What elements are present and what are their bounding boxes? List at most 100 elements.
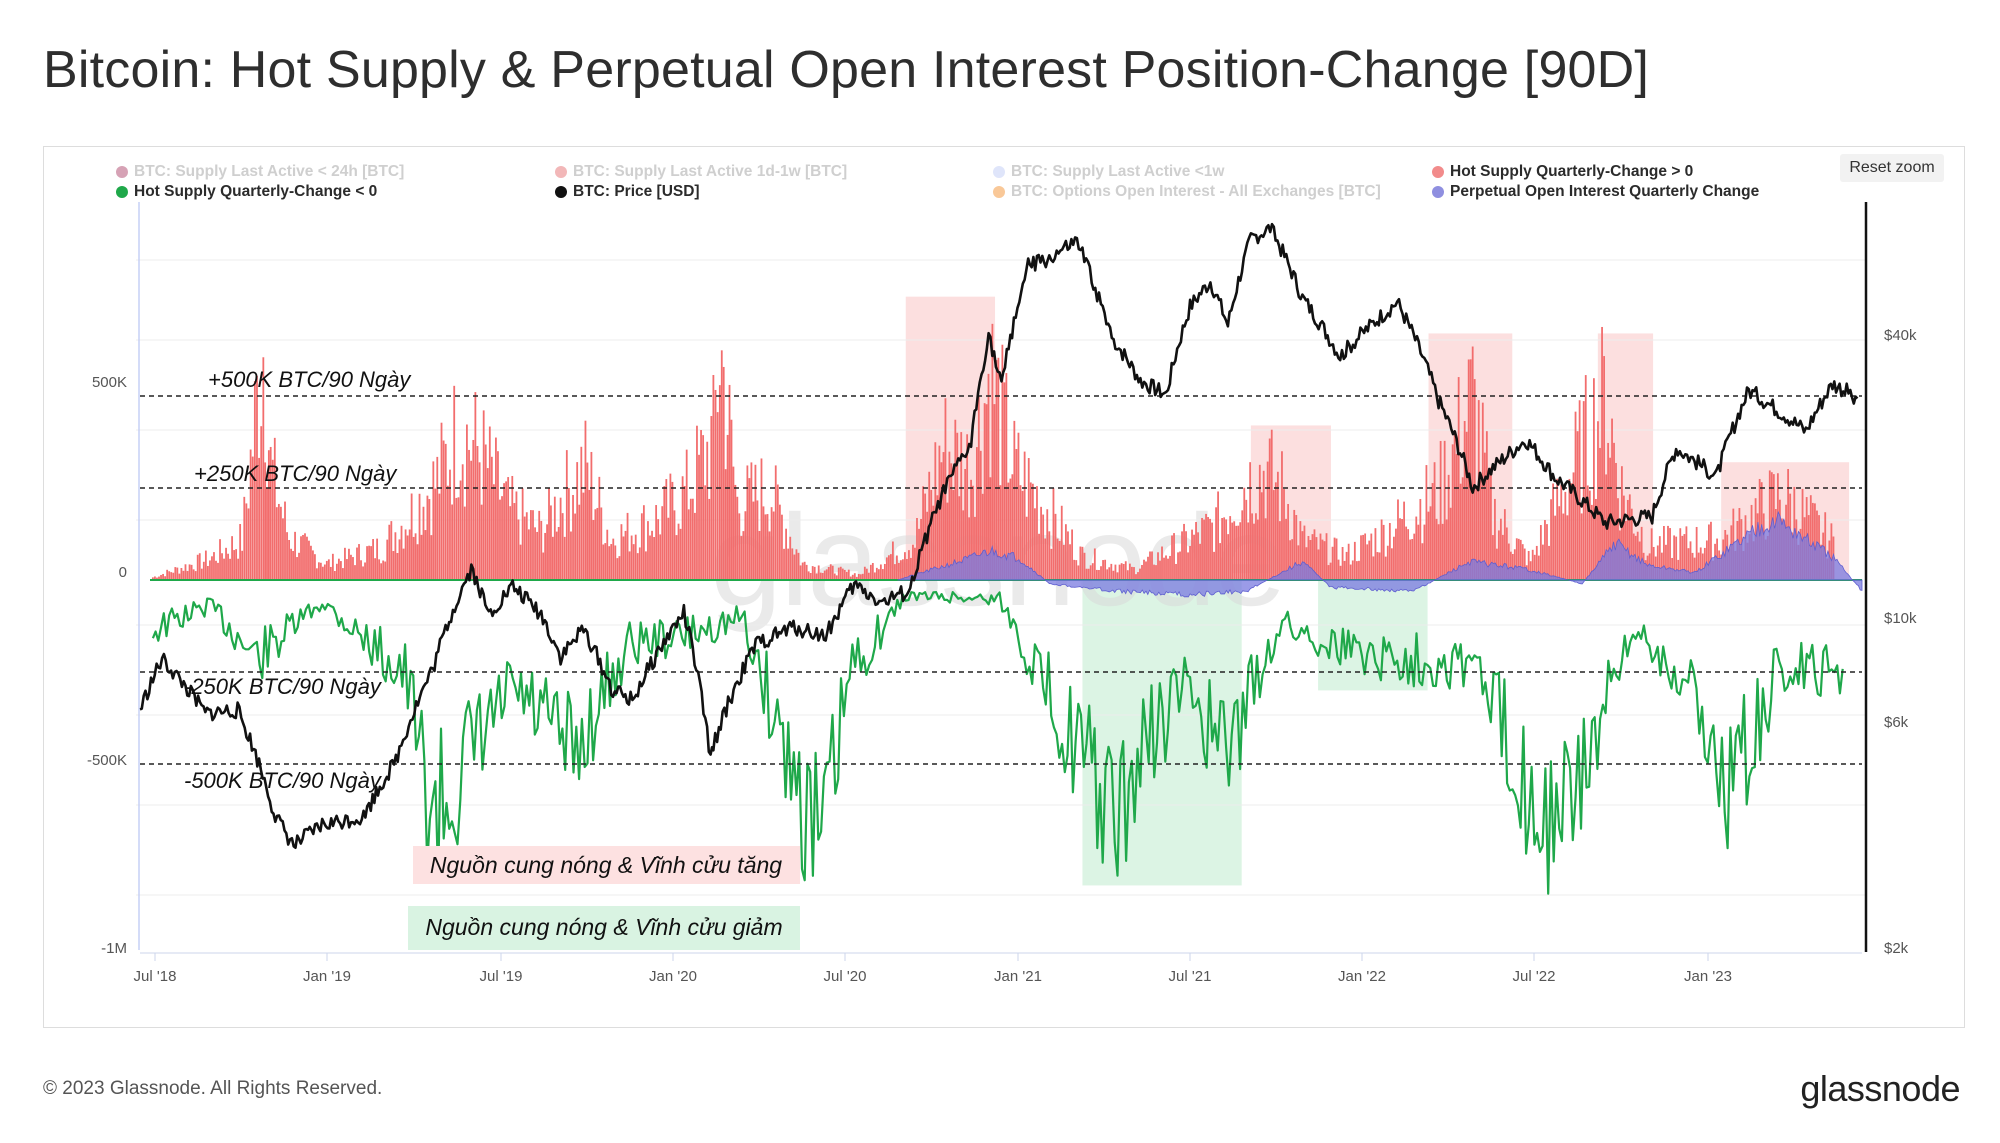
legend-dot bbox=[116, 166, 128, 178]
bar-hot-positive bbox=[1038, 533, 1040, 580]
bar-hot-positive bbox=[681, 476, 684, 580]
legend-item-6[interactable]: BTC: Price [USD] bbox=[555, 183, 700, 201]
bar-hot-positive bbox=[1465, 431, 1468, 580]
legend-item-3[interactable]: BTC: Supply Last Active <1w bbox=[993, 163, 1224, 181]
bar-hot-positive bbox=[655, 505, 658, 580]
left-tick-label: -500K bbox=[87, 752, 127, 769]
bar-hot-positive bbox=[1163, 557, 1165, 580]
bar-hot-positive bbox=[1447, 474, 1450, 580]
bar-hot-positive bbox=[588, 489, 591, 580]
bar-hot-positive bbox=[584, 420, 587, 580]
bar-hot-positive bbox=[446, 485, 449, 580]
bar-hot-positive bbox=[1451, 444, 1454, 580]
copyright-footer: © 2023 Glassnode. All Rights Reserved. bbox=[43, 1078, 383, 1099]
bar-hot-positive bbox=[1397, 499, 1399, 580]
bar-hot-positive bbox=[1343, 560, 1346, 580]
bar-hot-positive bbox=[586, 462, 589, 580]
bar-hot-positive bbox=[835, 575, 838, 580]
bar-hot-positive bbox=[1409, 539, 1412, 580]
legend-label: BTC: Options Open Interest - All Exchang… bbox=[1011, 183, 1381, 200]
bar-hot-positive bbox=[598, 476, 601, 580]
bar-hot-positive bbox=[1479, 477, 1482, 580]
bar-hot-positive bbox=[1108, 567, 1111, 580]
bar-hot-positive bbox=[823, 570, 826, 580]
bar-hot-positive bbox=[900, 560, 902, 580]
bar-hot-positive bbox=[1015, 449, 1018, 580]
bar-hot-positive bbox=[867, 572, 870, 580]
bar-hot-positive bbox=[1548, 545, 1550, 580]
bar-hot-positive bbox=[1603, 356, 1605, 580]
bar-hot-positive bbox=[358, 544, 360, 580]
bar-hot-positive bbox=[503, 483, 505, 580]
bar-hot-positive bbox=[1542, 544, 1544, 580]
bar-hot-positive bbox=[565, 450, 568, 580]
bar-hot-positive bbox=[269, 446, 272, 580]
bar-hot-positive bbox=[847, 569, 850, 580]
legend-item-7[interactable]: BTC: Options Open Interest - All Exchang… bbox=[993, 183, 1381, 201]
bar-hot-positive bbox=[1120, 563, 1123, 580]
bar-hot-positive bbox=[310, 545, 312, 580]
bar-hot-positive bbox=[333, 570, 336, 580]
bar-hot-positive bbox=[466, 424, 468, 580]
bar-hot-positive bbox=[338, 558, 340, 580]
legend-item-4[interactable]: Hot Supply Quarterly-Change > 0 bbox=[1432, 163, 1693, 181]
bar-hot-positive bbox=[861, 573, 864, 580]
bar-hot-positive bbox=[1445, 519, 1448, 580]
legend-item-5[interactable]: Hot Supply Quarterly-Change < 0 bbox=[116, 183, 377, 201]
bar-hot-positive bbox=[612, 538, 615, 580]
bar-hot-positive bbox=[442, 440, 445, 580]
bar-hot-positive bbox=[1155, 565, 1157, 580]
bar-hot-positive bbox=[451, 504, 453, 580]
bar-hot-positive bbox=[1429, 506, 1432, 580]
legend-item-8[interactable]: Perpetual Open Interest Quarterly Change bbox=[1432, 183, 1759, 201]
bar-hot-positive bbox=[1151, 551, 1153, 580]
bar-hot-positive bbox=[490, 456, 493, 580]
reset-zoom-button[interactable]: Reset zoom bbox=[1840, 154, 1944, 182]
bar-hot-positive bbox=[1499, 518, 1502, 580]
bar-hot-positive bbox=[306, 536, 308, 580]
bar-hot-positive bbox=[1029, 482, 1032, 580]
bar-hot-positive bbox=[956, 432, 959, 580]
bar-hot-positive bbox=[1303, 525, 1306, 580]
bar-hot-positive bbox=[783, 548, 785, 580]
bar-hot-positive bbox=[1341, 547, 1344, 580]
bar-hot-positive bbox=[559, 497, 562, 580]
bar-hot-positive bbox=[376, 538, 379, 580]
bar-hot-positive bbox=[1131, 566, 1133, 580]
bar-hot-positive bbox=[663, 486, 666, 580]
bar-hot-positive bbox=[1423, 524, 1426, 580]
bar-hot-positive bbox=[241, 550, 244, 580]
bar-hot-positive bbox=[256, 375, 258, 580]
bar-hot-positive bbox=[280, 506, 282, 580]
bar-hot-positive bbox=[926, 511, 929, 580]
bar-hot-positive bbox=[1319, 533, 1322, 580]
bar-hot-positive bbox=[634, 534, 637, 580]
bar-hot-positive bbox=[710, 416, 713, 580]
bar-hot-positive bbox=[1135, 574, 1137, 580]
bar-hot-positive bbox=[1089, 565, 1092, 580]
bar-hot-positive bbox=[718, 385, 721, 580]
bar-hot-positive bbox=[1272, 490, 1275, 580]
bar-hot-positive bbox=[227, 553, 229, 580]
bar-hot-positive bbox=[1501, 534, 1504, 580]
bar-hot-positive bbox=[987, 373, 990, 580]
bar-hot-positive bbox=[1669, 528, 1671, 580]
bar-hot-positive bbox=[540, 520, 543, 580]
bar-hot-positive bbox=[877, 569, 880, 580]
bar-hot-positive bbox=[720, 350, 723, 580]
legend-item-1[interactable]: BTC: Supply Last Active < 24h [BTC] bbox=[116, 163, 404, 181]
legend-item-2[interactable]: BTC: Supply Last Active 1d-1w [BTC] bbox=[555, 163, 847, 181]
bar-hot-positive bbox=[647, 521, 649, 580]
bar-hot-positive bbox=[1311, 534, 1314, 580]
bar-hot-positive bbox=[1622, 495, 1625, 580]
bar-hot-positive bbox=[449, 469, 451, 580]
bar-hot-positive bbox=[1685, 526, 1688, 580]
bar-hot-positive bbox=[865, 568, 868, 580]
bar-hot-positive bbox=[740, 536, 743, 580]
bar-hot-positive bbox=[1814, 503, 1816, 580]
bar-hot-positive bbox=[384, 561, 387, 580]
bar-hot-positive bbox=[1417, 524, 1420, 580]
bar-hot-positive bbox=[374, 558, 377, 580]
bar-hot-positive bbox=[946, 502, 949, 580]
